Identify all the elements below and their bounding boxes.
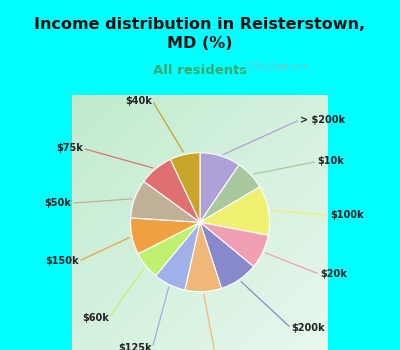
Text: $10k: $10k [317, 156, 344, 167]
Text: $60k: $60k [82, 313, 109, 323]
Wedge shape [200, 165, 260, 222]
Text: All residents: All residents [153, 64, 247, 77]
Text: Income distribution in Reisterstown,
MD (%): Income distribution in Reisterstown, MD … [34, 17, 366, 51]
Wedge shape [156, 222, 200, 290]
Wedge shape [138, 222, 200, 276]
Wedge shape [170, 153, 200, 222]
Wedge shape [200, 222, 268, 267]
Text: $75k: $75k [56, 144, 83, 153]
Wedge shape [200, 187, 270, 235]
Text: $50k: $50k [44, 198, 72, 208]
Wedge shape [144, 159, 200, 222]
Wedge shape [131, 181, 200, 222]
Text: $125k: $125k [118, 343, 152, 350]
Wedge shape [185, 222, 222, 292]
Wedge shape [200, 222, 254, 288]
Text: $200k: $200k [291, 323, 325, 333]
Text: ⓘ City-Data.com: ⓘ City-Data.com [241, 62, 308, 71]
Text: $100k: $100k [330, 210, 364, 220]
Text: $150k: $150k [45, 256, 78, 266]
Wedge shape [200, 153, 239, 222]
Wedge shape [130, 218, 200, 254]
Text: $40k: $40k [125, 96, 152, 106]
Text: > $200k: > $200k [300, 115, 345, 125]
Text: $20k: $20k [320, 270, 347, 279]
